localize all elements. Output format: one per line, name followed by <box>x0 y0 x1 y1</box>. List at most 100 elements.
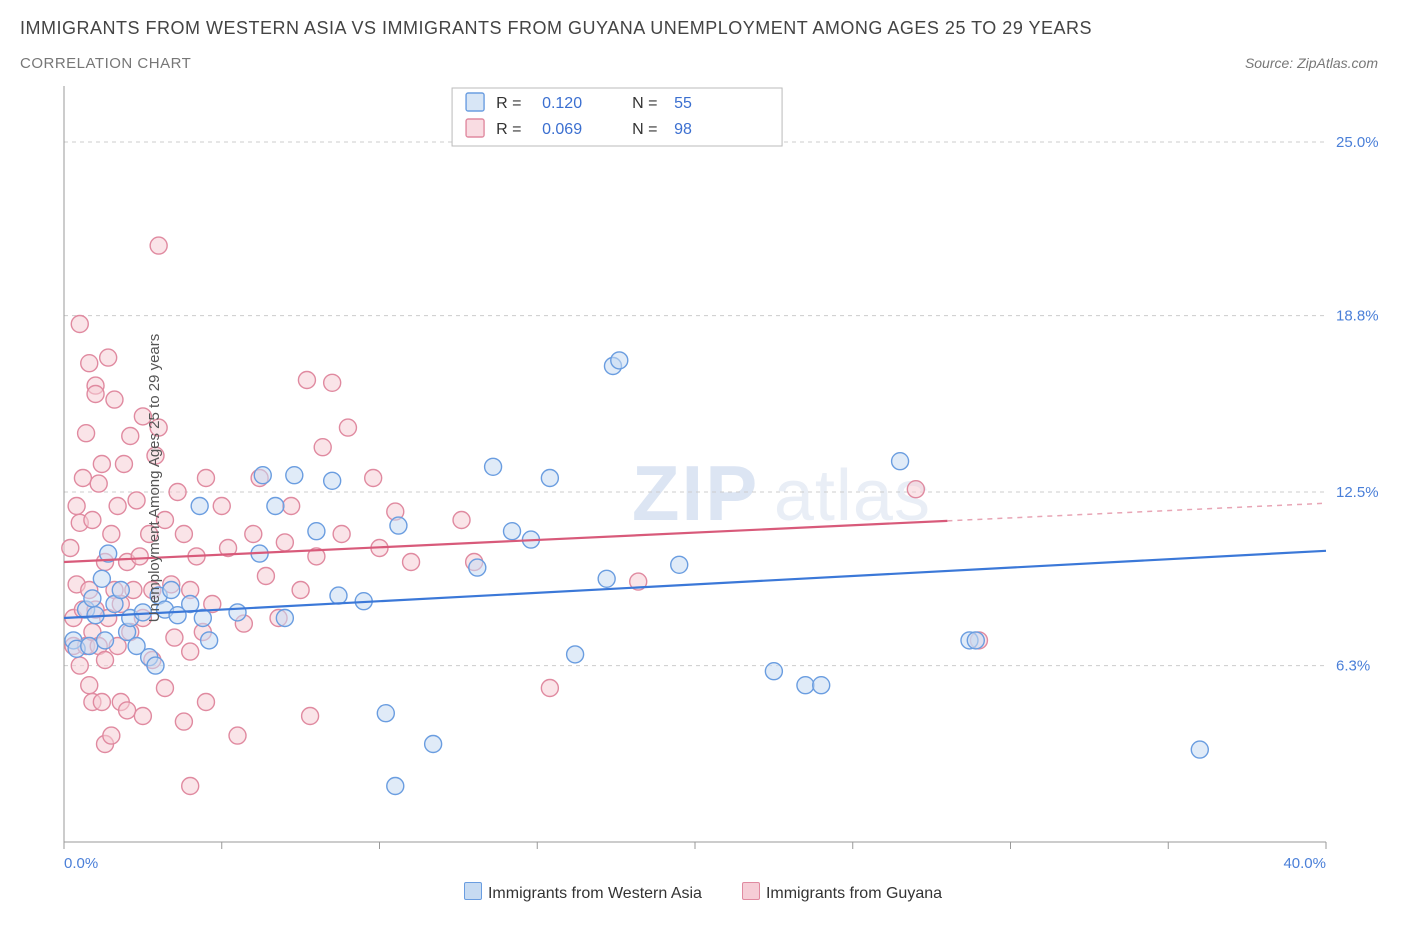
data-point <box>813 677 830 694</box>
data-point <box>333 526 350 543</box>
legend-swatch <box>466 119 484 137</box>
chart-area: Unemployment Among Ages 25 to 29 years Z… <box>20 78 1386 878</box>
watermark-atlas: atlas <box>774 456 931 536</box>
legend-label: Immigrants from Guyana <box>766 885 942 902</box>
data-point <box>194 610 211 627</box>
data-point <box>292 582 309 599</box>
data-point <box>330 587 347 604</box>
y-tick-label: 18.8% <box>1336 308 1379 325</box>
data-point <box>403 554 420 571</box>
data-point <box>163 582 180 599</box>
chart-subtitle: CORRELATION CHART <box>20 55 191 72</box>
data-point <box>81 355 98 372</box>
data-point <box>175 713 192 730</box>
scatter-chart: ZIPatlas 6.3% 12.5% 18.8% 25.0% 0.0% 40.0% R = 0… <box>20 78 1386 878</box>
data-point <box>122 428 139 445</box>
trend-line-extrapolated <box>947 503 1326 521</box>
data-point <box>93 570 110 587</box>
data-point <box>68 498 85 515</box>
data-point <box>150 237 167 254</box>
data-point <box>93 456 110 473</box>
data-point <box>81 638 98 655</box>
legend-label: Immigrants from Western Asia <box>488 885 702 902</box>
legend-n-value: 98 <box>674 121 692 138</box>
data-point <box>74 470 91 487</box>
data-point <box>671 556 688 573</box>
data-point <box>286 467 303 484</box>
y-tick-label: 6.3% <box>1336 658 1370 675</box>
data-point <box>201 632 218 649</box>
data-point <box>276 534 293 551</box>
trend-line <box>64 551 1326 618</box>
data-point <box>541 470 558 487</box>
data-point <box>134 708 151 725</box>
data-point <box>308 523 325 540</box>
data-point <box>81 677 98 694</box>
data-point <box>78 425 95 442</box>
data-point <box>147 657 164 674</box>
x-tick-label: 40.0% <box>1283 855 1326 872</box>
data-point <box>182 643 199 660</box>
data-point <box>390 517 407 534</box>
data-point <box>365 470 382 487</box>
data-point <box>213 498 230 515</box>
data-point <box>967 632 984 649</box>
data-point <box>156 680 173 697</box>
data-point <box>197 694 214 711</box>
data-point <box>302 708 319 725</box>
data-point <box>106 391 123 408</box>
legend-n-label: N = <box>632 121 657 138</box>
data-point <box>175 526 192 543</box>
data-point <box>93 694 110 711</box>
watermark-zip: ZIP <box>632 449 759 537</box>
data-point <box>387 778 404 795</box>
data-point <box>377 705 394 722</box>
legend-r-value: 0.069 <box>542 121 582 138</box>
data-point <box>71 316 88 333</box>
legend-r-value: 0.120 <box>542 95 582 112</box>
data-point <box>298 372 315 389</box>
data-point <box>103 727 120 744</box>
data-point <box>100 349 117 366</box>
data-point <box>907 481 924 498</box>
bottom-legend: Immigrants from Western Asia Immigrants f… <box>0 882 1406 903</box>
data-point <box>765 663 782 680</box>
data-point <box>324 472 341 489</box>
source-label: Source: ZipAtlas.com <box>1245 55 1386 71</box>
data-point <box>267 498 284 515</box>
legend-r-label: R = <box>496 95 521 112</box>
data-point <box>97 652 114 669</box>
y-tick-label: 25.0% <box>1336 134 1379 151</box>
data-point <box>115 456 132 473</box>
data-point <box>314 439 331 456</box>
data-point <box>182 778 199 795</box>
data-point <box>469 559 486 576</box>
data-point <box>128 492 145 509</box>
data-point <box>112 582 129 599</box>
legend-n-value: 55 <box>674 95 692 112</box>
data-point <box>1191 741 1208 758</box>
data-point <box>84 512 101 529</box>
chart-title: IMMIGRANTS FROM WESTERN ASIA VS IMMIGRAN… <box>20 18 1386 39</box>
y-axis-label: Unemployment Among Ages 25 to 29 years <box>146 334 163 623</box>
legend-r-label: R = <box>496 121 521 138</box>
legend-swatch <box>466 93 484 111</box>
y-tick-label: 12.5% <box>1336 484 1379 501</box>
legend-n-label: N = <box>632 95 657 112</box>
data-point <box>485 458 502 475</box>
data-point <box>324 374 341 391</box>
data-point <box>797 677 814 694</box>
data-point <box>283 498 300 515</box>
legend-item: Immigrants from Guyana <box>742 882 942 903</box>
data-point <box>598 570 615 587</box>
x-tick-label: 0.0% <box>64 855 98 872</box>
data-point <box>504 523 521 540</box>
data-point <box>71 657 88 674</box>
data-point <box>166 629 183 646</box>
data-point <box>103 526 120 543</box>
data-point <box>191 498 208 515</box>
data-point <box>453 512 470 529</box>
data-point <box>541 680 558 697</box>
data-point <box>197 470 214 487</box>
legend-item: Immigrants from Western Asia <box>464 882 702 903</box>
